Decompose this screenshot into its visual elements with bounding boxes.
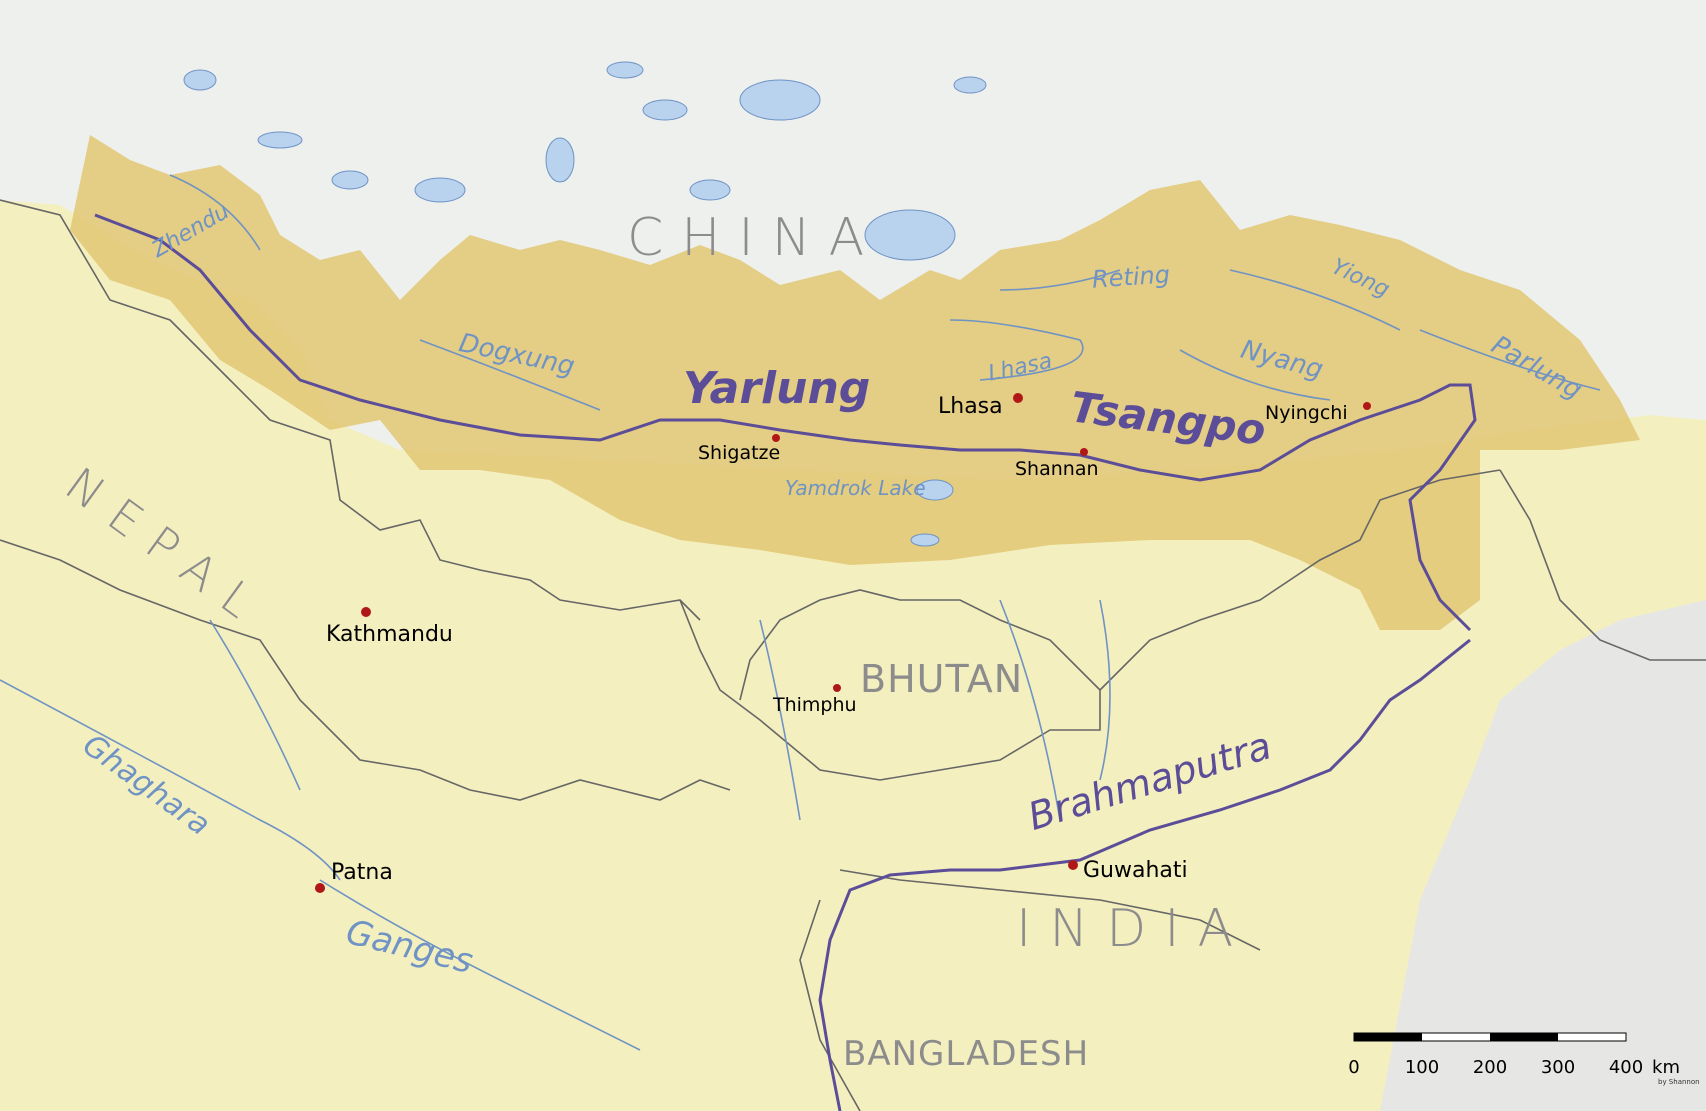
- scale-tick-300: 300: [1540, 1057, 1576, 1078]
- river-label-reting: Reting: [1091, 260, 1171, 294]
- city-marker-kathmandu: [361, 607, 371, 617]
- scale-tick-400: 400: [1608, 1057, 1644, 1078]
- brahmaputra-course: [818, 638, 1471, 1111]
- city-label-lhasa: Lhasa: [938, 394, 1003, 419]
- city-marker-shannan: [1080, 448, 1088, 456]
- city-marker-shigatze: [772, 434, 780, 442]
- country-label-china: CHINA: [627, 208, 883, 268]
- country-label-india: INDIA: [1016, 899, 1252, 959]
- city-label-shigatze: Shigatze: [698, 442, 781, 464]
- city-label-thimphu: Thimphu: [773, 694, 857, 716]
- minor-rivers: [0, 174, 1601, 1051]
- lakes: [183, 61, 987, 547]
- city-marker-thimphu: [833, 684, 841, 692]
- eastern-hills: [1380, 600, 1706, 1111]
- city-label-kathmandu: Kathmandu: [326, 622, 453, 647]
- yamdrok-lake-shape: [916, 479, 954, 501]
- city-label-guwahati: Guwahati: [1083, 858, 1188, 883]
- city-marker-nyingchi: [1363, 402, 1371, 410]
- scale-tick-100: 100: [1404, 1057, 1440, 1078]
- yarlung-tsangpo-course: [94, 213, 1477, 632]
- map-credit: by Shannon: [1658, 1078, 1700, 1086]
- scale-unit: km: [1652, 1057, 1680, 1078]
- city-marker-lhasa: [1013, 393, 1023, 403]
- country-label-bangladesh: BANGLADESH: [843, 1034, 1090, 1074]
- country-label-bhutan: BHUTAN: [860, 657, 1024, 701]
- city-label-shannan: Shannan: [1015, 458, 1099, 480]
- main-rivers: [94, 213, 1477, 1111]
- city-marker-patna: [315, 883, 325, 893]
- lowland-area: [0, 200, 1706, 1111]
- city-label-patna: Patna: [331, 860, 393, 885]
- scale-bar-graphic: [1353, 1032, 1627, 1042]
- river-label-yarlung: Yarlung: [683, 363, 871, 414]
- basin-area: [70, 135, 1640, 630]
- lake-label-yamdrok: Yamdrok Lake: [785, 476, 926, 500]
- city-label-nyingchi: Nyingchi: [1265, 402, 1348, 424]
- scale-tick-200: 200: [1472, 1057, 1508, 1078]
- city-marker-guwahati: [1068, 860, 1078, 870]
- country-borders: [0, 199, 1706, 1111]
- scale-tick-0: 0: [1348, 1057, 1360, 1078]
